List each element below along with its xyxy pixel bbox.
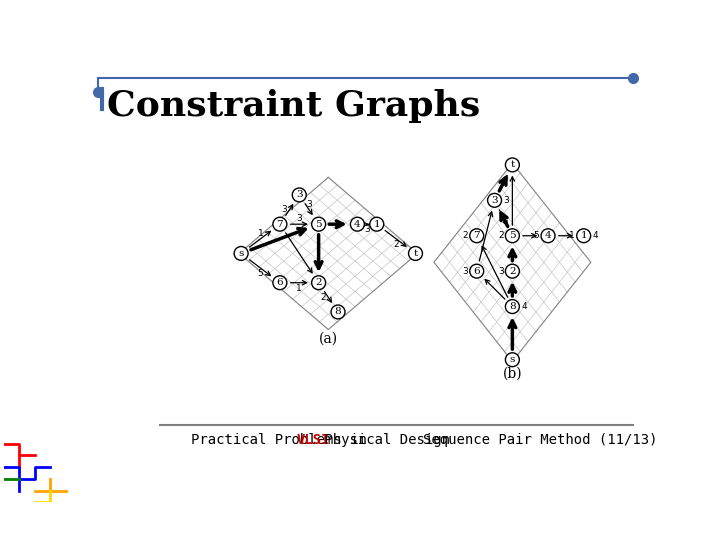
Circle shape [273, 217, 287, 231]
Text: s: s [238, 249, 244, 258]
Circle shape [312, 276, 325, 289]
Circle shape [370, 217, 384, 231]
Circle shape [505, 158, 519, 172]
Text: 8: 8 [509, 302, 516, 311]
Circle shape [505, 300, 519, 314]
Text: s: s [510, 355, 515, 364]
Text: Sequence Pair Method (11/13): Sequence Pair Method (11/13) [423, 433, 658, 447]
Text: 1: 1 [580, 231, 587, 240]
Circle shape [469, 264, 484, 278]
Text: 2: 2 [462, 231, 468, 240]
Circle shape [234, 247, 248, 260]
Circle shape [292, 188, 306, 202]
Text: 3: 3 [364, 225, 370, 234]
Text: 2: 2 [320, 293, 325, 302]
Text: 5: 5 [258, 269, 264, 278]
Text: 4: 4 [521, 302, 527, 311]
Text: (a): (a) [319, 332, 338, 346]
Circle shape [351, 217, 364, 231]
Text: 3: 3 [503, 196, 509, 205]
Circle shape [505, 229, 519, 242]
Text: 5: 5 [509, 231, 516, 240]
Circle shape [541, 229, 555, 242]
Text: VLSI: VLSI [297, 433, 330, 447]
Circle shape [331, 305, 345, 319]
Text: Practical Problems in: Practical Problems in [191, 433, 375, 447]
Text: 4: 4 [354, 220, 361, 229]
Text: Physical Design: Physical Design [315, 433, 450, 447]
Text: 4: 4 [593, 231, 598, 240]
Text: 3: 3 [306, 200, 312, 208]
Text: 5: 5 [315, 220, 322, 229]
Text: t: t [510, 160, 515, 170]
Circle shape [273, 276, 287, 289]
Text: 5: 5 [534, 231, 539, 240]
Circle shape [505, 264, 519, 278]
Text: 1: 1 [570, 231, 575, 240]
Text: 4: 4 [545, 231, 552, 240]
Text: 2: 2 [498, 231, 503, 240]
Text: 2: 2 [509, 267, 516, 275]
Text: 6: 6 [474, 267, 480, 275]
Circle shape [312, 217, 325, 231]
Text: 3: 3 [297, 214, 302, 224]
Circle shape [408, 247, 423, 260]
Text: 3: 3 [462, 267, 468, 275]
Text: 2: 2 [393, 240, 399, 249]
Text: 3: 3 [296, 191, 302, 199]
Text: 3: 3 [498, 267, 503, 275]
Circle shape [505, 353, 519, 367]
Text: 8: 8 [335, 307, 341, 316]
Text: t: t [413, 249, 418, 258]
Text: 3: 3 [491, 196, 498, 205]
Circle shape [469, 229, 484, 242]
Text: 7: 7 [276, 220, 283, 229]
Text: 6: 6 [276, 278, 283, 287]
Circle shape [487, 193, 502, 207]
Text: 7: 7 [474, 231, 480, 240]
Text: 1: 1 [297, 284, 302, 293]
Circle shape [577, 229, 590, 242]
Text: Constraint Graphs: Constraint Graphs [107, 90, 480, 124]
Text: 1: 1 [374, 220, 380, 229]
Text: (b): (b) [503, 367, 522, 381]
Text: 3: 3 [282, 205, 287, 214]
Text: 1: 1 [258, 229, 264, 238]
Text: 2: 2 [315, 278, 322, 287]
